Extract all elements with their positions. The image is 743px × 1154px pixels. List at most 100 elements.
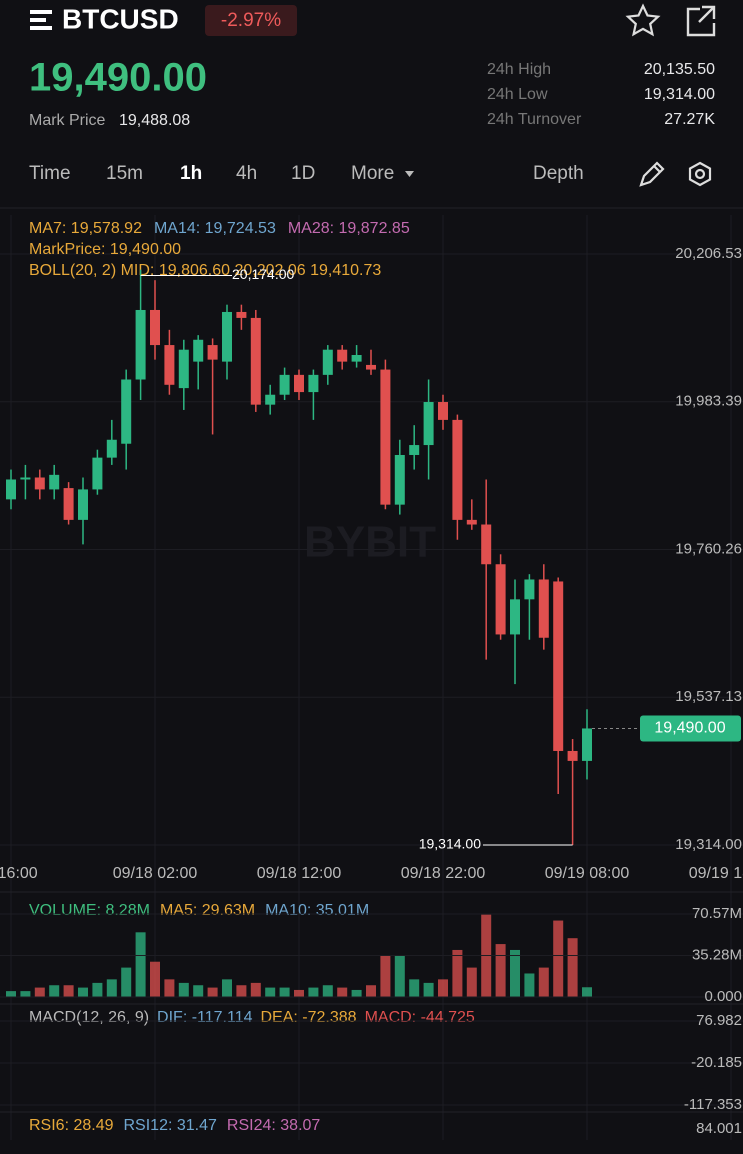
volume-bar (351, 989, 362, 997)
candle-body (20, 477, 31, 480)
candle-body (150, 309, 160, 346)
volume-bar (567, 938, 578, 997)
stat-label: 24h Low (487, 86, 548, 103)
volume-bar (150, 961, 160, 997)
volume-bar (366, 985, 376, 997)
candle-body (294, 374, 304, 393)
x-tick-label: 7 16:00 (0, 865, 38, 882)
macd-tick-label: -20.185 (691, 1054, 742, 1071)
candle-body (409, 445, 420, 455)
volume-bar (193, 985, 204, 997)
volume-tick-label: 35.28M (692, 946, 742, 963)
volume-bar (236, 985, 247, 997)
candle-body (49, 474, 60, 490)
candle-body (6, 479, 16, 500)
tab[interactable]: 1h (180, 163, 202, 184)
volume-bar (337, 987, 348, 997)
volume-bar (495, 944, 506, 997)
candle-body (452, 419, 463, 520)
volume-legend: VOLUME: 8.28M (29, 902, 150, 919)
volume-bar (452, 949, 463, 997)
x-tick-label: 09/18 12:00 (257, 865, 342, 882)
volume-bar (466, 967, 477, 997)
volume-bar (78, 987, 88, 997)
candle-body (538, 579, 549, 638)
macd-legend: MACD(12, 26, 9) (29, 1009, 149, 1026)
candle-body (34, 477, 45, 490)
candle-body (164, 345, 175, 385)
candle-body (510, 599, 520, 635)
candle-body (351, 354, 362, 362)
mark-price: 19,488.08 (119, 112, 190, 129)
candle-body (106, 439, 117, 458)
change: -2.97% (221, 10, 281, 31)
y-tick-label: 20,206.53 (675, 245, 742, 262)
candle-body (567, 750, 578, 761)
candle-body (423, 402, 434, 446)
candle-body (366, 364, 376, 370)
volume-bar (222, 979, 232, 997)
watermark: BYBIT (304, 518, 436, 567)
volume-bar (538, 967, 549, 997)
ma-legend: MA14: 19,724.53 (154, 220, 276, 237)
volume-bar (135, 932, 146, 997)
candle-body (207, 345, 218, 360)
tab[interactable]: More (351, 163, 394, 184)
tab[interactable]: 1D (291, 163, 315, 184)
rsi-legend: RSI12: 31.47 (124, 1117, 218, 1134)
stat-value: 20,135.50 (644, 61, 715, 78)
dropdown-arrow (405, 171, 414, 177)
volume-bar (34, 987, 45, 997)
candle-body (308, 374, 319, 393)
share-icon[interactable] (686, 5, 716, 37)
macd-tick-label: -117.353 (684, 1096, 742, 1113)
volume-bar (380, 955, 391, 997)
y-tick-label: 19,983.39 (675, 393, 742, 410)
menu-icon[interactable] (30, 10, 52, 30)
volume-bar (409, 979, 420, 997)
volume-bar (164, 979, 175, 997)
tab[interactable]: 4h (236, 163, 257, 184)
volume-bar (92, 982, 103, 997)
candle-body (582, 728, 592, 761)
last-price-label: 19,490.00 (654, 720, 725, 737)
stat-label: 24h High (487, 61, 551, 78)
volume-bar (308, 987, 319, 997)
boll-legend: BOLL(20, 2) MID: 19,806.60 20,202.06 19,… (29, 262, 381, 279)
volume-bar (265, 987, 276, 997)
volume-bar (553, 920, 564, 997)
volume-bar (438, 979, 448, 997)
tab[interactable]: Time (29, 163, 71, 184)
symbol[interactable]: BTCUSD (62, 3, 179, 34)
favorite-icon[interactable] (625, 3, 661, 37)
candle-body (553, 581, 564, 751)
candle-body (394, 454, 405, 505)
volume-bar (63, 985, 74, 997)
candle-body (279, 374, 290, 395)
last-price-box (640, 715, 741, 742)
volume-bar (49, 985, 60, 997)
change-badge (205, 5, 297, 36)
x-tick-label: 09/19 08:00 (545, 865, 630, 882)
ma-legend: MA7: 19,578.92 (29, 220, 142, 237)
candle-body (466, 519, 477, 525)
y-tick-label: 19,760.26 (675, 540, 742, 557)
y-tick-label: 19,314.00 (675, 836, 742, 853)
draw-icon[interactable] (639, 161, 665, 187)
volume-bar (121, 967, 132, 997)
volume-tick-label: 70.57M (692, 905, 742, 922)
volume-bar (6, 991, 16, 997)
macd-legend: MACD: -44.725 (365, 1009, 475, 1026)
candle-body (265, 394, 276, 405)
stat-label: 24h Turnover (487, 111, 582, 128)
tab[interactable]: Depth (533, 163, 584, 184)
settings-icon[interactable] (688, 161, 712, 187)
candle-body (481, 524, 492, 565)
candle-body (236, 311, 247, 318)
tab[interactable]: 15m (106, 163, 143, 184)
candle-body (337, 349, 348, 362)
macd-legend: DEA: -72.388 (261, 1009, 357, 1026)
volume-bar (582, 987, 592, 997)
stat-value: 27.27K (664, 111, 715, 128)
